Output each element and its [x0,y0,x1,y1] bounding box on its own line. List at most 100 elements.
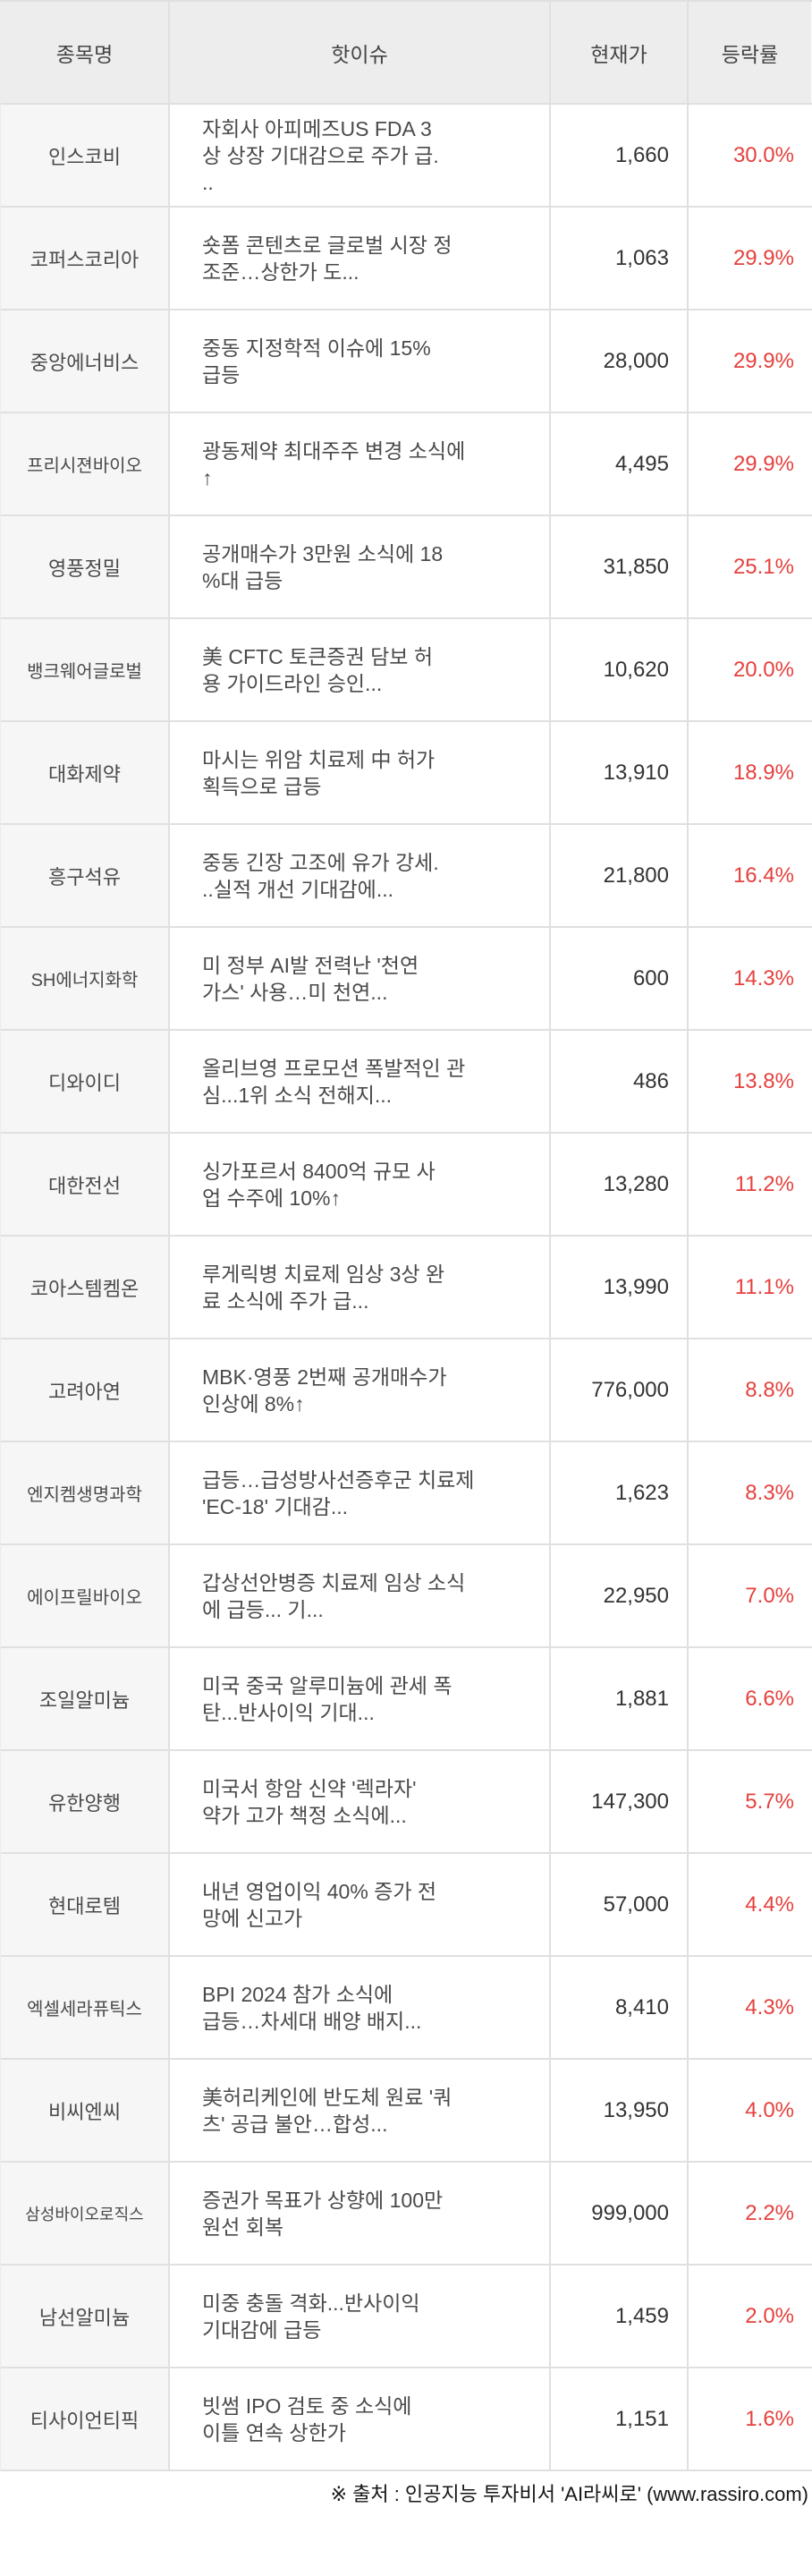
hot-issue-text: 자회사 아피메즈US FDA 3 상 상장 기대감으로 주가 급. .. [170,105,551,206]
change-rate: 2.2% [745,2200,794,2225]
current-price: 22,950 [551,1545,689,1646]
change-rate: 29.9% [732,451,794,476]
current-price: 31,850 [551,516,689,617]
hot-issue-text: 중동 긴장 고조에 유가 강세. ..실적 개선 기대감에... [170,825,551,926]
hot-issue-text: 올리브영 프로모션 폭발적인 관 심...1위 소식 전해지... [170,1031,551,1132]
stock-name: SH에너지화학 [1,928,170,1029]
hot-issue-text: 美허리케인에 반도체 원료 '쿼 츠' 공급 불안…합성... [170,2060,551,2161]
current-price: 776,000 [551,1339,689,1441]
hot-issue-text: 숏폼 콘텐츠로 글로벌 시장 정 조준…상한가 도... [170,208,551,309]
current-price: 486 [551,1031,689,1132]
table-row[interactable]: 뱅크웨어글로벌 美 CFTC 토큰증권 담보 허 용 가이드라인 승인... 10,… [1,619,812,722]
current-price: 57,000 [551,1854,689,1955]
table-row[interactable]: 삼성바이오로직스 증권가 목표가 상향에 100만 원선 회복 999,000 2.2… [1,2163,812,2266]
hot-issue-text: 공개매수가 3만원 소식에 18 %대 급등 [170,516,551,617]
change-rate: 1.6% [745,2406,794,2431]
hot-issue-text: 광동제약 최대주주 변경 소식에 ↑ [170,413,551,514]
table-row[interactable]: 중앙에너비스 중동 지정학적 이슈에 15% 급등 28,000 29.9% [1,310,812,413]
table-row[interactable]: 인스코비 자회사 아피메즈US FDA 3 상 상장 기대감으로 주가 급. ..… [1,105,812,208]
change-rate: 4.3% [745,1994,794,2019]
hot-issue-text: 내년 영업이익 40% 증가 전 망에 신고가 [170,1854,551,1955]
table-row[interactable]: 코아스템켐온 루게릭병 치료제 임상 3상 완 료 소식에 주가 급... 13,9… [1,1237,812,1339]
hot-issue-text: 미 정부 AI발 전력난 '천연 가스' 사용…미 천연... [170,928,551,1029]
change-rate: 5.7% [745,1789,794,1814]
table-row[interactable]: 비씨엔씨 美허리케인에 반도체 원료 '쿼 츠' 공급 불안…합성... 13,95… [1,2060,812,2163]
table-row[interactable]: 조일알미늄 미국 중국 알루미늄에 관세 폭 탄...반사이익 기대... 1,88… [1,1648,812,1751]
hot-issue-text: 미국 중국 알루미늄에 관세 폭 탄...반사이익 기대... [170,1648,551,1749]
stock-hot-issue-table: 종목명 핫이슈 현재가 등락률 인스코비 자회사 아피메즈US FDA 3 상 상… [0,0,812,2471]
table-row[interactable]: 남선알미늄 미중 충돌 격화...반사이익 기대감에 급등 1,459 2.0% [1,2266,812,2368]
table-row[interactable]: 엔지켐생명과학 급등…급성방사선증후군 치료제 'EC-18' 기대감... 1,6… [1,1442,812,1545]
header-change-rate: 등락률 [689,2,811,103]
stock-name: 인스코비 [1,105,170,206]
current-price: 13,910 [551,722,689,823]
hot-issue-text: 마시는 위암 치료제 中 허가 획득으로 급등 [170,722,551,823]
hot-issue-text: 증권가 목표가 상향에 100만 원선 회복 [170,2163,551,2264]
header-stock-name: 종목명 [1,2,170,103]
change-rate: 11.1% [734,1274,794,1299]
stock-name: 엔지켐생명과학 [1,1442,170,1543]
stock-name: 뱅크웨어글로벌 [1,619,170,720]
table-row[interactable]: 디와이디 올리브영 프로모션 폭발적인 관 심...1위 소식 전해지... 486… [1,1031,812,1134]
current-price: 4,495 [551,413,689,514]
stock-name: 조일알미늄 [1,1648,170,1749]
change-rate: 11.2% [734,1171,794,1196]
change-rate: 25.1% [732,554,794,579]
stock-name: 남선알미늄 [1,2266,170,2367]
current-price: 13,990 [551,1237,689,1338]
hot-issue-text: 美 CFTC 토큰증권 담보 허 용 가이드라인 승인... [170,619,551,720]
change-rate: 8.8% [745,1377,794,1402]
change-rate: 7.0% [745,1583,794,1608]
hot-issue-text: 빗썸 IPO 검토 중 소식에 이틀 연속 상한가 [170,2368,551,2470]
table-row[interactable]: 고려아연 MBK·영풍 2번째 공개매수가 인상에 8%↑ 776,000 8.8% [1,1339,812,1442]
current-price: 600 [551,928,689,1029]
change-rate: 6.6% [745,1686,794,1711]
change-rate: 4.4% [745,1892,794,1917]
change-rate: 29.9% [732,348,794,373]
table-row[interactable]: 대화제약 마시는 위암 치료제 中 허가 획득으로 급등 13,910 18.9% [1,722,812,825]
hot-issue-text: 미국서 항암 신약 '렉라자' 약가 고가 책정 소식에... [170,1751,551,1852]
stock-name: 대화제약 [1,722,170,823]
stock-name: 현대로템 [1,1854,170,1955]
stock-name: 디와이디 [1,1031,170,1132]
change-rate: 20.0% [732,657,794,682]
stock-name: 에이프릴바이오 [1,1545,170,1646]
table-row[interactable]: 대한전선 싱가포르서 8400억 규모 사 업 수주에 10%↑ 13,280 11.… [1,1134,812,1237]
change-rate: 13.8% [732,1068,794,1093]
table-body: 인스코비 자회사 아피메즈US FDA 3 상 상장 기대감으로 주가 급. ..… [1,105,812,2471]
table-row[interactable]: 현대로템 내년 영업이익 40% 증가 전 망에 신고가 57,000 4.4% [1,1854,812,1957]
change-rate: 18.9% [732,760,794,785]
current-price: 13,280 [551,1134,689,1235]
current-price: 999,000 [551,2163,689,2264]
stock-name: 삼성바이오로직스 [1,2163,170,2264]
stock-name: 티사이언티픽 [1,2368,170,2470]
stock-name: 비씨엔씨 [1,2060,170,2161]
stock-name: 영풍정밀 [1,516,170,617]
current-price: 21,800 [551,825,689,926]
table-row[interactable]: 프리시젼바이오 광동제약 최대주주 변경 소식에 ↑ 4,495 29.9% [1,413,812,516]
table-row[interactable]: 코퍼스코리아 숏폼 콘텐츠로 글로벌 시장 정 조준…상한가 도... 1,063 2… [1,208,812,310]
change-rate: 30.0% [732,142,794,167]
current-price: 10,620 [551,619,689,720]
table-row[interactable]: 흥구석유 중동 긴장 고조에 유가 강세. ..실적 개선 기대감에... 21,8… [1,825,812,928]
stock-name: 유한양행 [1,1751,170,1852]
hot-issue-text: 갑상선안병증 치료제 임상 소식 에 급등... 기... [170,1545,551,1646]
table-row[interactable]: 티사이언티픽 빗썸 IPO 검토 중 소식에 이틀 연속 상한가 1,151 1.6% [1,2368,812,2471]
table-row[interactable]: 엑셀세라퓨틱스 BPI 2024 참가 소식에 급등…차세대 배양 배지... 8,… [1,1957,812,2060]
current-price: 1,063 [551,208,689,309]
hot-issue-text: 싱가포르서 8400억 규모 사 업 수주에 10%↑ [170,1134,551,1235]
current-price: 1,660 [551,105,689,206]
stock-name: 엑셀세라퓨틱스 [1,1957,170,2058]
change-rate: 8.3% [745,1480,794,1505]
change-rate: 2.0% [745,2303,794,2328]
current-price: 1,459 [551,2266,689,2367]
table-header-row: 종목명 핫이슈 현재가 등락률 [1,2,812,105]
table-row[interactable]: SH에너지화학 미 정부 AI발 전력난 '천연 가스' 사용…미 천연... 60… [1,928,812,1031]
change-rate: 4.0% [745,2097,794,2122]
table-row[interactable]: 영풍정밀 공개매수가 3만원 소식에 18 %대 급등 31,850 25.1% [1,516,812,619]
change-rate: 29.9% [732,245,794,270]
hot-issue-text: 중동 지정학적 이슈에 15% 급등 [170,310,551,412]
table-row[interactable]: 에이프릴바이오 갑상선안병증 치료제 임상 소식 에 급등... 기... 22,9… [1,1545,812,1648]
table-row[interactable]: 유한양행 미국서 항암 신약 '렉라자' 약가 고가 책정 소식에... 147,3… [1,1751,812,1854]
change-rate: 16.4% [732,863,794,888]
